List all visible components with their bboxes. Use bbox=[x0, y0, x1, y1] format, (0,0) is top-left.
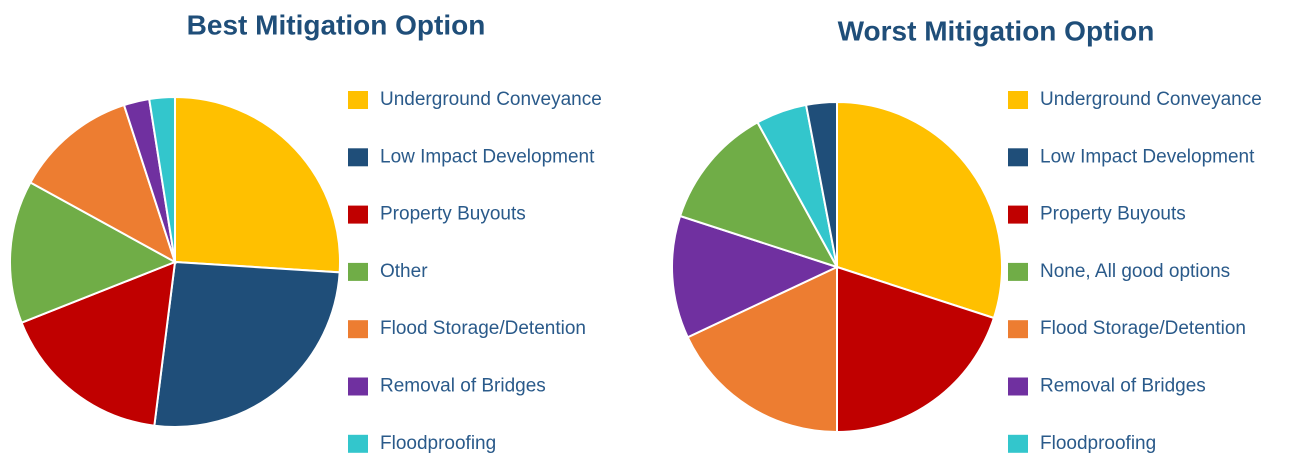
legend-swatch bbox=[348, 262, 368, 281]
chart-title: Best Mitigation Option bbox=[187, 9, 486, 40]
legend-swatch bbox=[348, 148, 368, 167]
legend-label: Floodproofing bbox=[1040, 433, 1156, 454]
legend-label: Low Impact Development bbox=[1040, 146, 1255, 167]
legend-swatch bbox=[348, 434, 368, 453]
legend-swatch bbox=[1008, 148, 1028, 167]
legend-label: Underground Conveyance bbox=[1040, 89, 1262, 110]
legend-swatch bbox=[348, 91, 368, 109]
legend-label: Other bbox=[380, 261, 428, 282]
pie-slice bbox=[686, 265, 838, 434]
pie-slice bbox=[804, 100, 838, 268]
pie-slice bbox=[671, 214, 840, 339]
legend-label: Flood Storage/Detention bbox=[1040, 318, 1246, 339]
legend-label: Property Buyouts bbox=[380, 204, 526, 225]
pie-slice bbox=[29, 103, 177, 265]
pie-slice bbox=[148, 95, 176, 263]
legend-swatch bbox=[348, 320, 368, 339]
legend-swatch bbox=[1008, 320, 1028, 339]
pie-slice bbox=[20, 260, 177, 427]
legend-swatch bbox=[1008, 205, 1028, 224]
pie-slice bbox=[174, 95, 341, 274]
legend-swatch bbox=[1008, 434, 1028, 453]
legend-swatch bbox=[1008, 262, 1028, 281]
legend-label: Removal of Bridges bbox=[380, 376, 546, 397]
legend-swatch bbox=[1008, 377, 1028, 396]
legend-label: Removal of Bridges bbox=[1040, 376, 1206, 397]
legend-label: Underground Conveyance bbox=[380, 89, 602, 110]
pie-slice bbox=[678, 121, 840, 269]
legend-label: Flood Storage/Detention bbox=[380, 318, 586, 339]
pie-slice bbox=[836, 100, 1003, 320]
chart-title: Worst Mitigation Option bbox=[838, 15, 1155, 46]
pie-slice bbox=[836, 265, 996, 434]
legend-label: None, All good options bbox=[1040, 261, 1230, 282]
legend-swatch bbox=[1008, 91, 1028, 109]
legend-label: Floodproofing bbox=[380, 433, 496, 454]
legend-swatch bbox=[348, 205, 368, 224]
pie-slice bbox=[153, 260, 341, 428]
legend-swatch bbox=[348, 377, 368, 396]
legend-label: Low Impact Development bbox=[380, 146, 595, 167]
legend-label: Property Buyouts bbox=[1040, 204, 1186, 225]
pie-slice bbox=[9, 181, 178, 325]
